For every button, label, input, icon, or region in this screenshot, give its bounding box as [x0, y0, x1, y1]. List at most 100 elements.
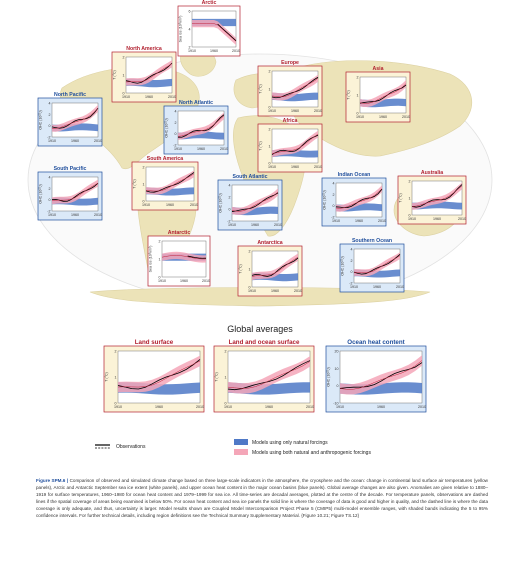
land-ocean-surface-xtick: 2010 [306, 405, 314, 409]
arctic-anthro-band [192, 20, 236, 46]
south-pacific-plot-area [51, 176, 99, 212]
australia-xtick: 2010 [458, 217, 466, 221]
north-pacific-xtick: 1960 [71, 139, 79, 143]
legend: Observations Models using only natural f… [95, 439, 371, 456]
indian-ocean-ylabel: OHC (10²²J) [323, 190, 327, 210]
south-pacific-ytick: -2 [47, 210, 50, 214]
land-surface-ytick: 2 [115, 350, 117, 354]
ocean-heat-content-ytick: 20 [335, 350, 339, 354]
antarctica-ytick: 2 [249, 250, 251, 254]
south-pacific-xtick: 2010 [94, 213, 102, 217]
ocean-heat-content-ytick: 10 [335, 367, 339, 371]
antarctica-title: Antarctica [257, 240, 282, 246]
antarctica-xtick: 2010 [294, 289, 302, 293]
north-atlantic-xtick: 2010 [220, 147, 228, 151]
antarctic-ylabel: Sea ice (10⁶km²) [149, 246, 153, 273]
north-atlantic-observations-line [177, 114, 225, 138]
ocean-heat-content-ytick: 0 [337, 384, 339, 388]
global-title: Global averages [227, 324, 293, 334]
north-america-model-line [125, 63, 173, 83]
asia-ytick: 0 [357, 112, 359, 116]
antarctic-ytick: 2 [159, 240, 161, 244]
north-pacific-ytick: 0 [49, 124, 51, 128]
asia-xtick: 2010 [402, 115, 410, 119]
indian-ocean-model-line [335, 188, 383, 209]
north-america-xtick: 1960 [145, 95, 153, 99]
south-atlantic-ytick: 4 [229, 184, 231, 188]
north-atlantic-xtick: 1960 [197, 147, 205, 151]
antarctic-ytick: 0 [159, 276, 161, 280]
africa-xtick: 1910 [268, 165, 276, 169]
southern-ocean-xtick: 1910 [350, 285, 358, 289]
north-pacific-xtick: 2010 [94, 139, 102, 143]
south-pacific-xtick: 1960 [71, 213, 79, 217]
ocean-heat-content-anthro-band [340, 355, 422, 395]
land-surface-xtick: 1960 [155, 405, 163, 409]
south-america-ytick: 2 [143, 166, 145, 170]
south-america-anthro-band [146, 170, 194, 195]
antarctica-ytick: 0 [249, 286, 251, 290]
north-pacific-observations-line [51, 107, 99, 129]
europe-xtick: 1960 [291, 109, 299, 113]
north-america-plot-area [125, 56, 173, 94]
asia-model-line [359, 83, 407, 104]
north-atlantic-ytick: 4 [175, 110, 177, 114]
north-atlantic-xtick: 1910 [174, 147, 182, 151]
north-america-ytick: 0 [123, 92, 125, 96]
indian-ocean-title: Indian Ocean [338, 172, 371, 178]
australia-observations-line [411, 184, 463, 208]
australia-ylabel: T (°C) [399, 193, 403, 203]
caption-text: Comparison of observed and simulated cli… [36, 478, 488, 518]
antarctica-anthro-band [252, 253, 298, 281]
north-atlantic-model-line [177, 115, 225, 137]
ocean-heat-content-ytick: -10 [333, 402, 338, 406]
australia-title: Australia [421, 170, 443, 176]
land-surface-xtick: 2010 [196, 405, 204, 409]
antarctic-panel: Antarctic 2 1 0 Sea ice (10⁶km²) 1910 1960 2010 [147, 230, 211, 287]
europe-xtick: 1910 [268, 109, 276, 113]
arctic-title: Arctic [202, 0, 217, 6]
europe-panel: Europe 2 1 0 T (°C) 1910 1960 2010 [257, 60, 323, 117]
legend-anthro-label: Models using both natural and anthropoge… [252, 450, 371, 456]
legend-natural-label: Models using only natural forcings [252, 440, 328, 446]
southern-ocean-ytick: 4 [351, 248, 353, 252]
north-pacific-ytick: -2 [47, 136, 50, 140]
africa-xtick: 1960 [291, 165, 299, 169]
south-atlantic-observations-line [231, 192, 279, 212]
arctic-ytick: 2 [189, 46, 191, 50]
antarctica-ylabel: T (°C) [239, 264, 243, 274]
antarctica-xtick: 1960 [271, 289, 279, 293]
southern-ocean-xtick: 1960 [373, 285, 381, 289]
indian-ocean-xtick: 2010 [378, 219, 386, 223]
north-pacific-anthro-band [52, 104, 98, 132]
africa-title: Africa [283, 118, 298, 124]
antarctic-model-line [161, 255, 207, 260]
caption-lead: Figure SPM.6 | [36, 478, 69, 483]
land-surface-xtick: 1910 [114, 405, 122, 409]
south-pacific-model-line [51, 182, 99, 202]
north-pacific-title: North Pacific [54, 92, 86, 98]
north-pacific-xtick: 1910 [48, 139, 56, 143]
south-america-ylabel: T (°C) [133, 179, 137, 189]
australia-xtick: 1910 [408, 217, 416, 221]
ocean-heat-content-xtick: 1910 [336, 405, 344, 409]
europe-anthro-band [272, 74, 318, 101]
land-surface-ytick: 0 [115, 402, 117, 406]
australia-panel: Australia 2 1 0 T (°C) 1910 1960 2010 [397, 170, 467, 225]
south-america-xtick: 1910 [142, 203, 150, 207]
north-pacific-ytick: 4 [49, 102, 51, 106]
asia-ytick: 1 [357, 94, 359, 98]
asia-title: Asia [373, 66, 384, 72]
land-surface-ylabel: T (°C) [105, 372, 109, 382]
land-ocean-surface-ytick: 2 [225, 350, 227, 354]
land-surface-panel: Land surface 2 1 0 T (°C) 1910 1960 2010 [103, 339, 205, 413]
